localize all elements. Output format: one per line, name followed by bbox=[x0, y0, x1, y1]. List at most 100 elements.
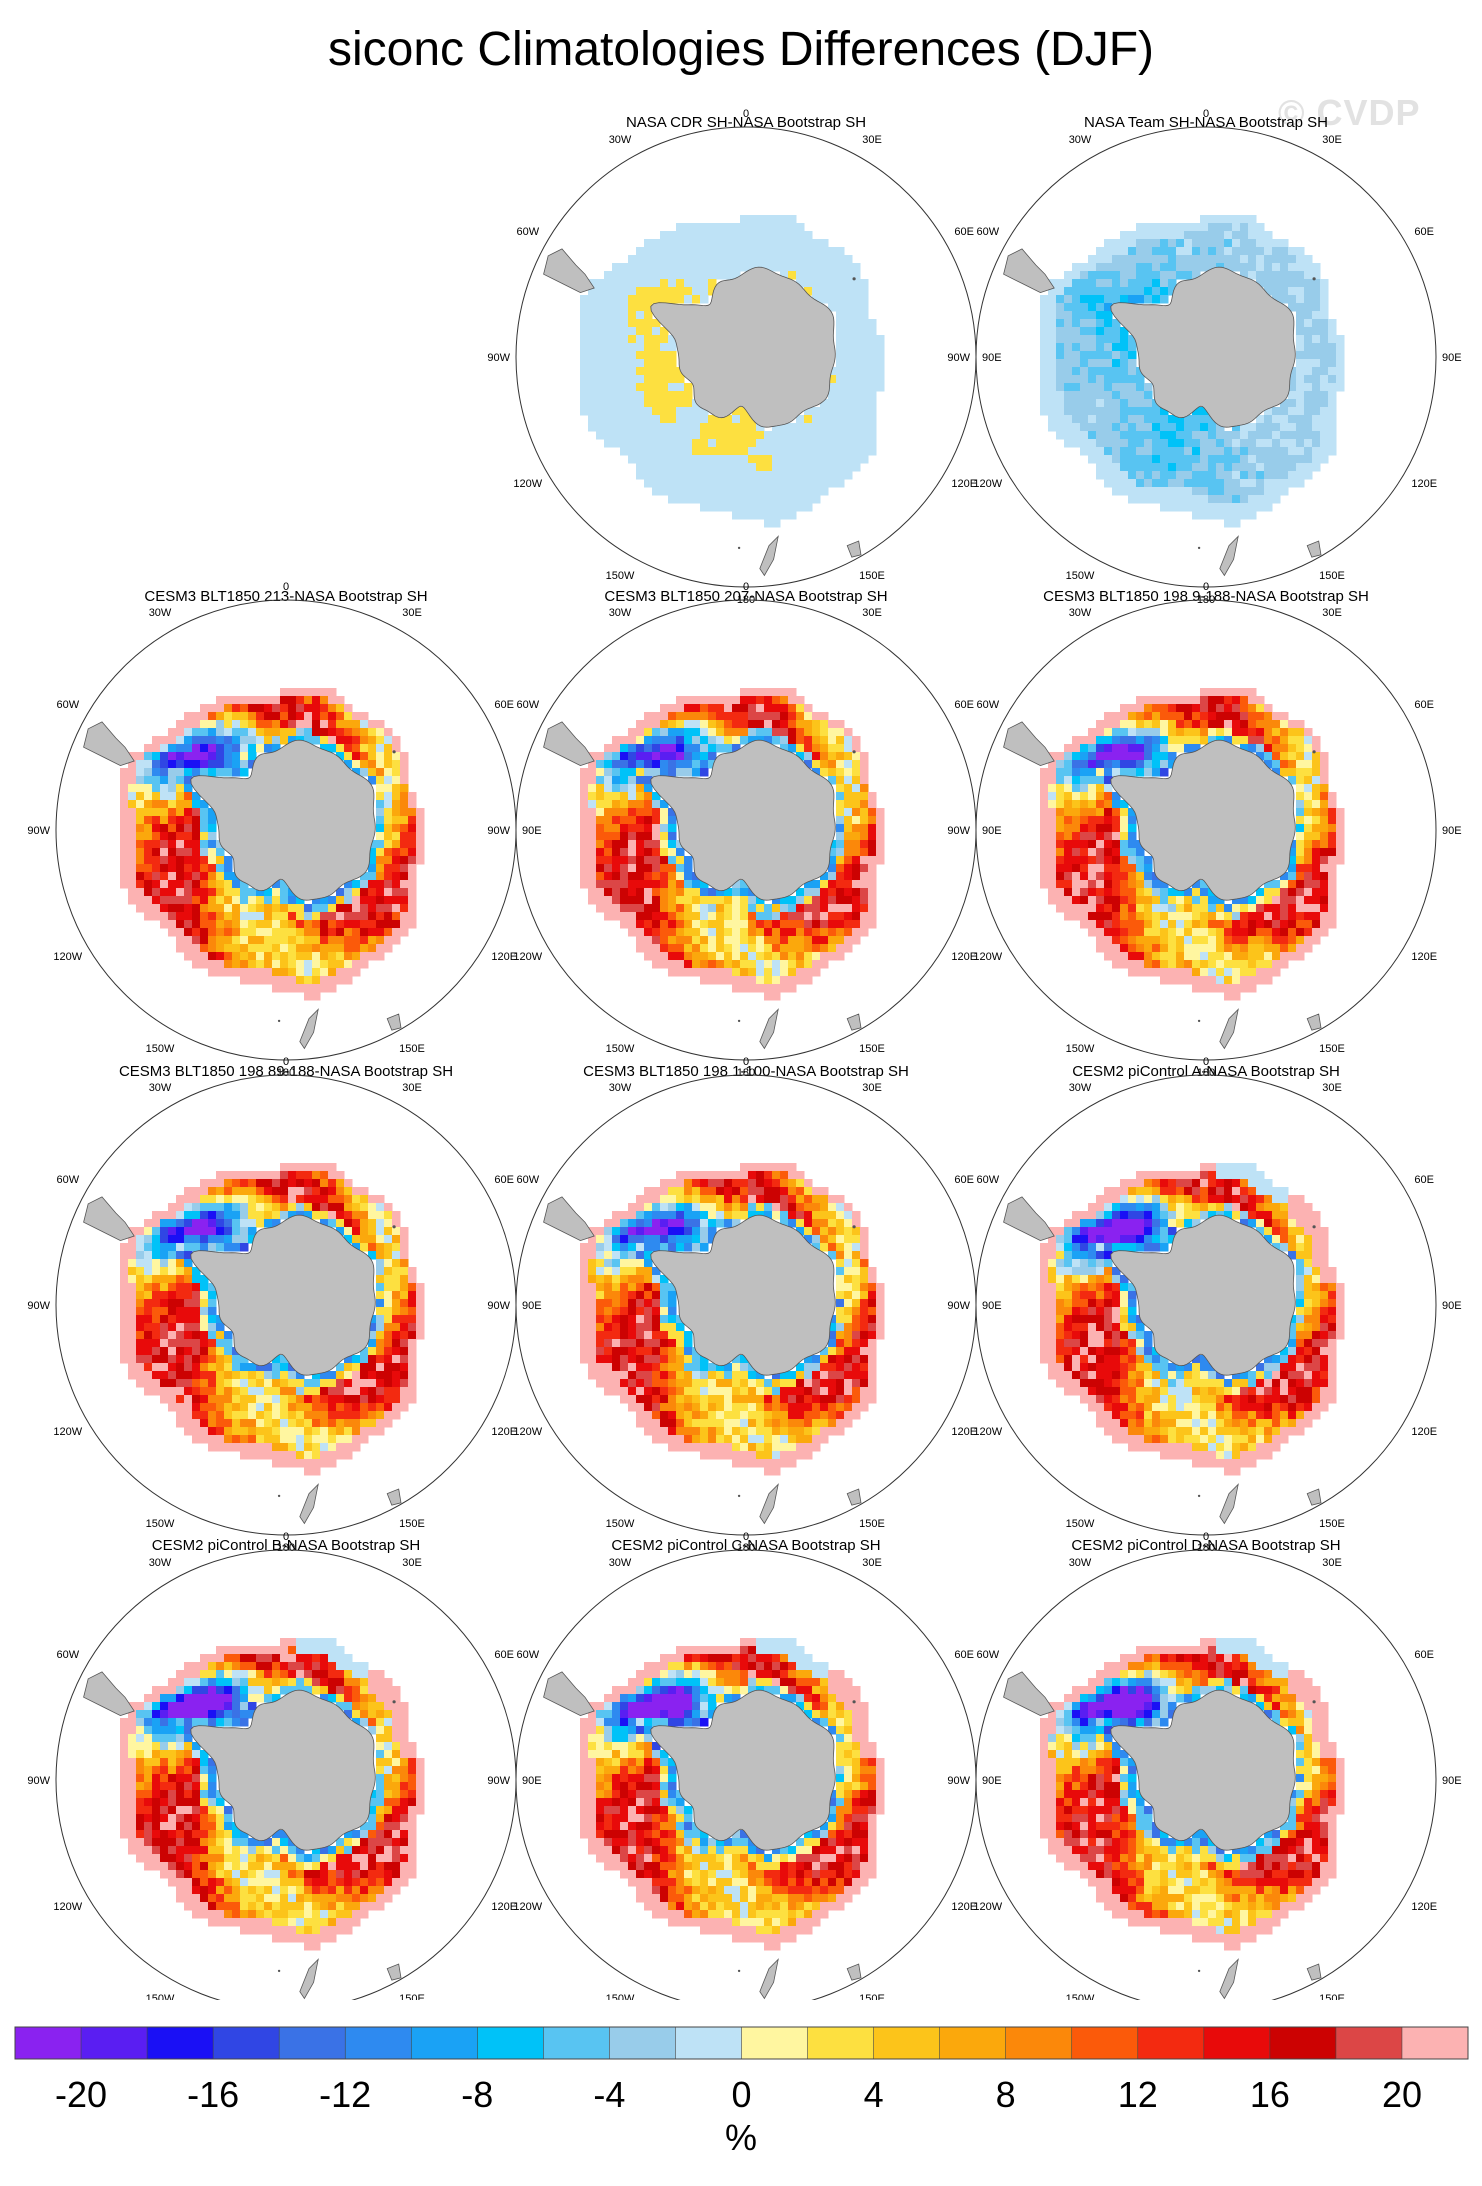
field-cell bbox=[1200, 920, 1209, 929]
field-cell bbox=[152, 1291, 161, 1300]
field-cell bbox=[336, 968, 345, 977]
field-cell bbox=[748, 736, 757, 745]
field-cell bbox=[312, 1379, 321, 1388]
field-cell bbox=[1096, 455, 1105, 464]
field-cell bbox=[1264, 712, 1273, 721]
field-cell bbox=[836, 263, 845, 272]
field-cell bbox=[296, 984, 305, 993]
field-cell bbox=[772, 503, 781, 512]
field-cell bbox=[192, 1371, 201, 1380]
field-cell bbox=[216, 936, 225, 945]
field-cell bbox=[1056, 864, 1065, 873]
field-cell bbox=[320, 960, 329, 969]
longitude-label: 90W bbox=[27, 825, 50, 837]
field-cell bbox=[1296, 920, 1305, 929]
field-cell bbox=[1304, 319, 1313, 328]
field-cell bbox=[208, 872, 217, 881]
field-cell bbox=[1064, 279, 1073, 288]
field-cell bbox=[208, 880, 217, 889]
field-cell bbox=[660, 471, 669, 480]
field-cell bbox=[1088, 311, 1097, 320]
field-cell bbox=[176, 1307, 185, 1316]
field-cell bbox=[184, 720, 193, 729]
field-cell bbox=[144, 1267, 153, 1276]
field-cell bbox=[1176, 944, 1185, 953]
field-cell bbox=[804, 287, 813, 296]
field-cell bbox=[216, 912, 225, 921]
field-cell bbox=[796, 439, 805, 448]
field-cell bbox=[1080, 800, 1089, 809]
field-cell bbox=[352, 912, 361, 921]
field-cell bbox=[312, 720, 321, 729]
field-cell bbox=[368, 1243, 377, 1252]
field-cell bbox=[1320, 343, 1329, 352]
island-marker bbox=[1312, 277, 1316, 281]
field-cell bbox=[644, 912, 653, 921]
field-cell bbox=[684, 928, 693, 937]
field-cell bbox=[1288, 736, 1297, 745]
field-cell bbox=[344, 928, 353, 937]
field-cell bbox=[716, 904, 725, 913]
longitude-label: 0 bbox=[743, 581, 749, 593]
field-cell bbox=[1136, 255, 1145, 264]
field-cell bbox=[152, 1347, 161, 1356]
field-cell bbox=[392, 1347, 401, 1356]
field-cell bbox=[224, 1379, 233, 1388]
field-cell bbox=[588, 784, 597, 793]
field-cell bbox=[1176, 423, 1185, 432]
field-cell bbox=[604, 431, 613, 440]
field-cell bbox=[304, 944, 313, 953]
field-cell bbox=[208, 1179, 217, 1188]
field-cell bbox=[1144, 912, 1153, 921]
field-cell bbox=[1288, 263, 1297, 272]
field-cell bbox=[796, 936, 805, 945]
field-cell bbox=[700, 503, 709, 512]
field-cell bbox=[1144, 431, 1153, 440]
field-cell bbox=[1232, 463, 1241, 472]
field-cell bbox=[1136, 960, 1145, 969]
field-cell bbox=[588, 359, 597, 368]
field-cell bbox=[1248, 952, 1257, 961]
field-cell bbox=[1048, 351, 1057, 360]
field-cell bbox=[812, 720, 821, 729]
field-cell bbox=[208, 728, 217, 737]
field-cell bbox=[756, 255, 765, 264]
field-cell bbox=[1248, 920, 1257, 929]
field-cell bbox=[844, 768, 853, 777]
field-cell bbox=[272, 728, 281, 737]
field-cell bbox=[692, 423, 701, 432]
field-cell bbox=[1128, 367, 1137, 376]
field-cell bbox=[804, 439, 813, 448]
field-cell bbox=[1104, 311, 1113, 320]
field-cell bbox=[376, 1291, 385, 1300]
field-cell bbox=[660, 263, 669, 272]
field-cell bbox=[280, 688, 289, 697]
field-cell bbox=[224, 1219, 233, 1228]
field-cell bbox=[1304, 279, 1313, 288]
field-cell bbox=[580, 840, 589, 849]
field-cell bbox=[1240, 976, 1249, 985]
field-cell bbox=[1312, 447, 1321, 456]
panel-title: NASA Team SH-NASA Bootstrap SH bbox=[1084, 114, 1328, 131]
field-cell bbox=[740, 439, 749, 448]
field-cell bbox=[860, 455, 869, 464]
field-cell bbox=[376, 1323, 385, 1332]
field-cell bbox=[1296, 255, 1305, 264]
field-cell bbox=[644, 784, 653, 793]
field-cell bbox=[152, 1307, 161, 1316]
field-cell bbox=[628, 880, 637, 889]
field-cell bbox=[208, 704, 217, 713]
field-cell bbox=[248, 904, 257, 913]
longitude-label: 180 bbox=[737, 1067, 755, 1079]
field-cell bbox=[628, 784, 637, 793]
field-cell bbox=[860, 880, 869, 889]
field-cell bbox=[400, 1227, 409, 1236]
field-cell bbox=[1152, 912, 1161, 921]
field-cell bbox=[304, 936, 313, 945]
field-cell bbox=[200, 1283, 209, 1292]
field-cell bbox=[652, 720, 661, 729]
field-cell bbox=[644, 455, 653, 464]
field-cell bbox=[804, 415, 813, 424]
field-cell bbox=[660, 768, 669, 777]
field-cell bbox=[820, 455, 829, 464]
